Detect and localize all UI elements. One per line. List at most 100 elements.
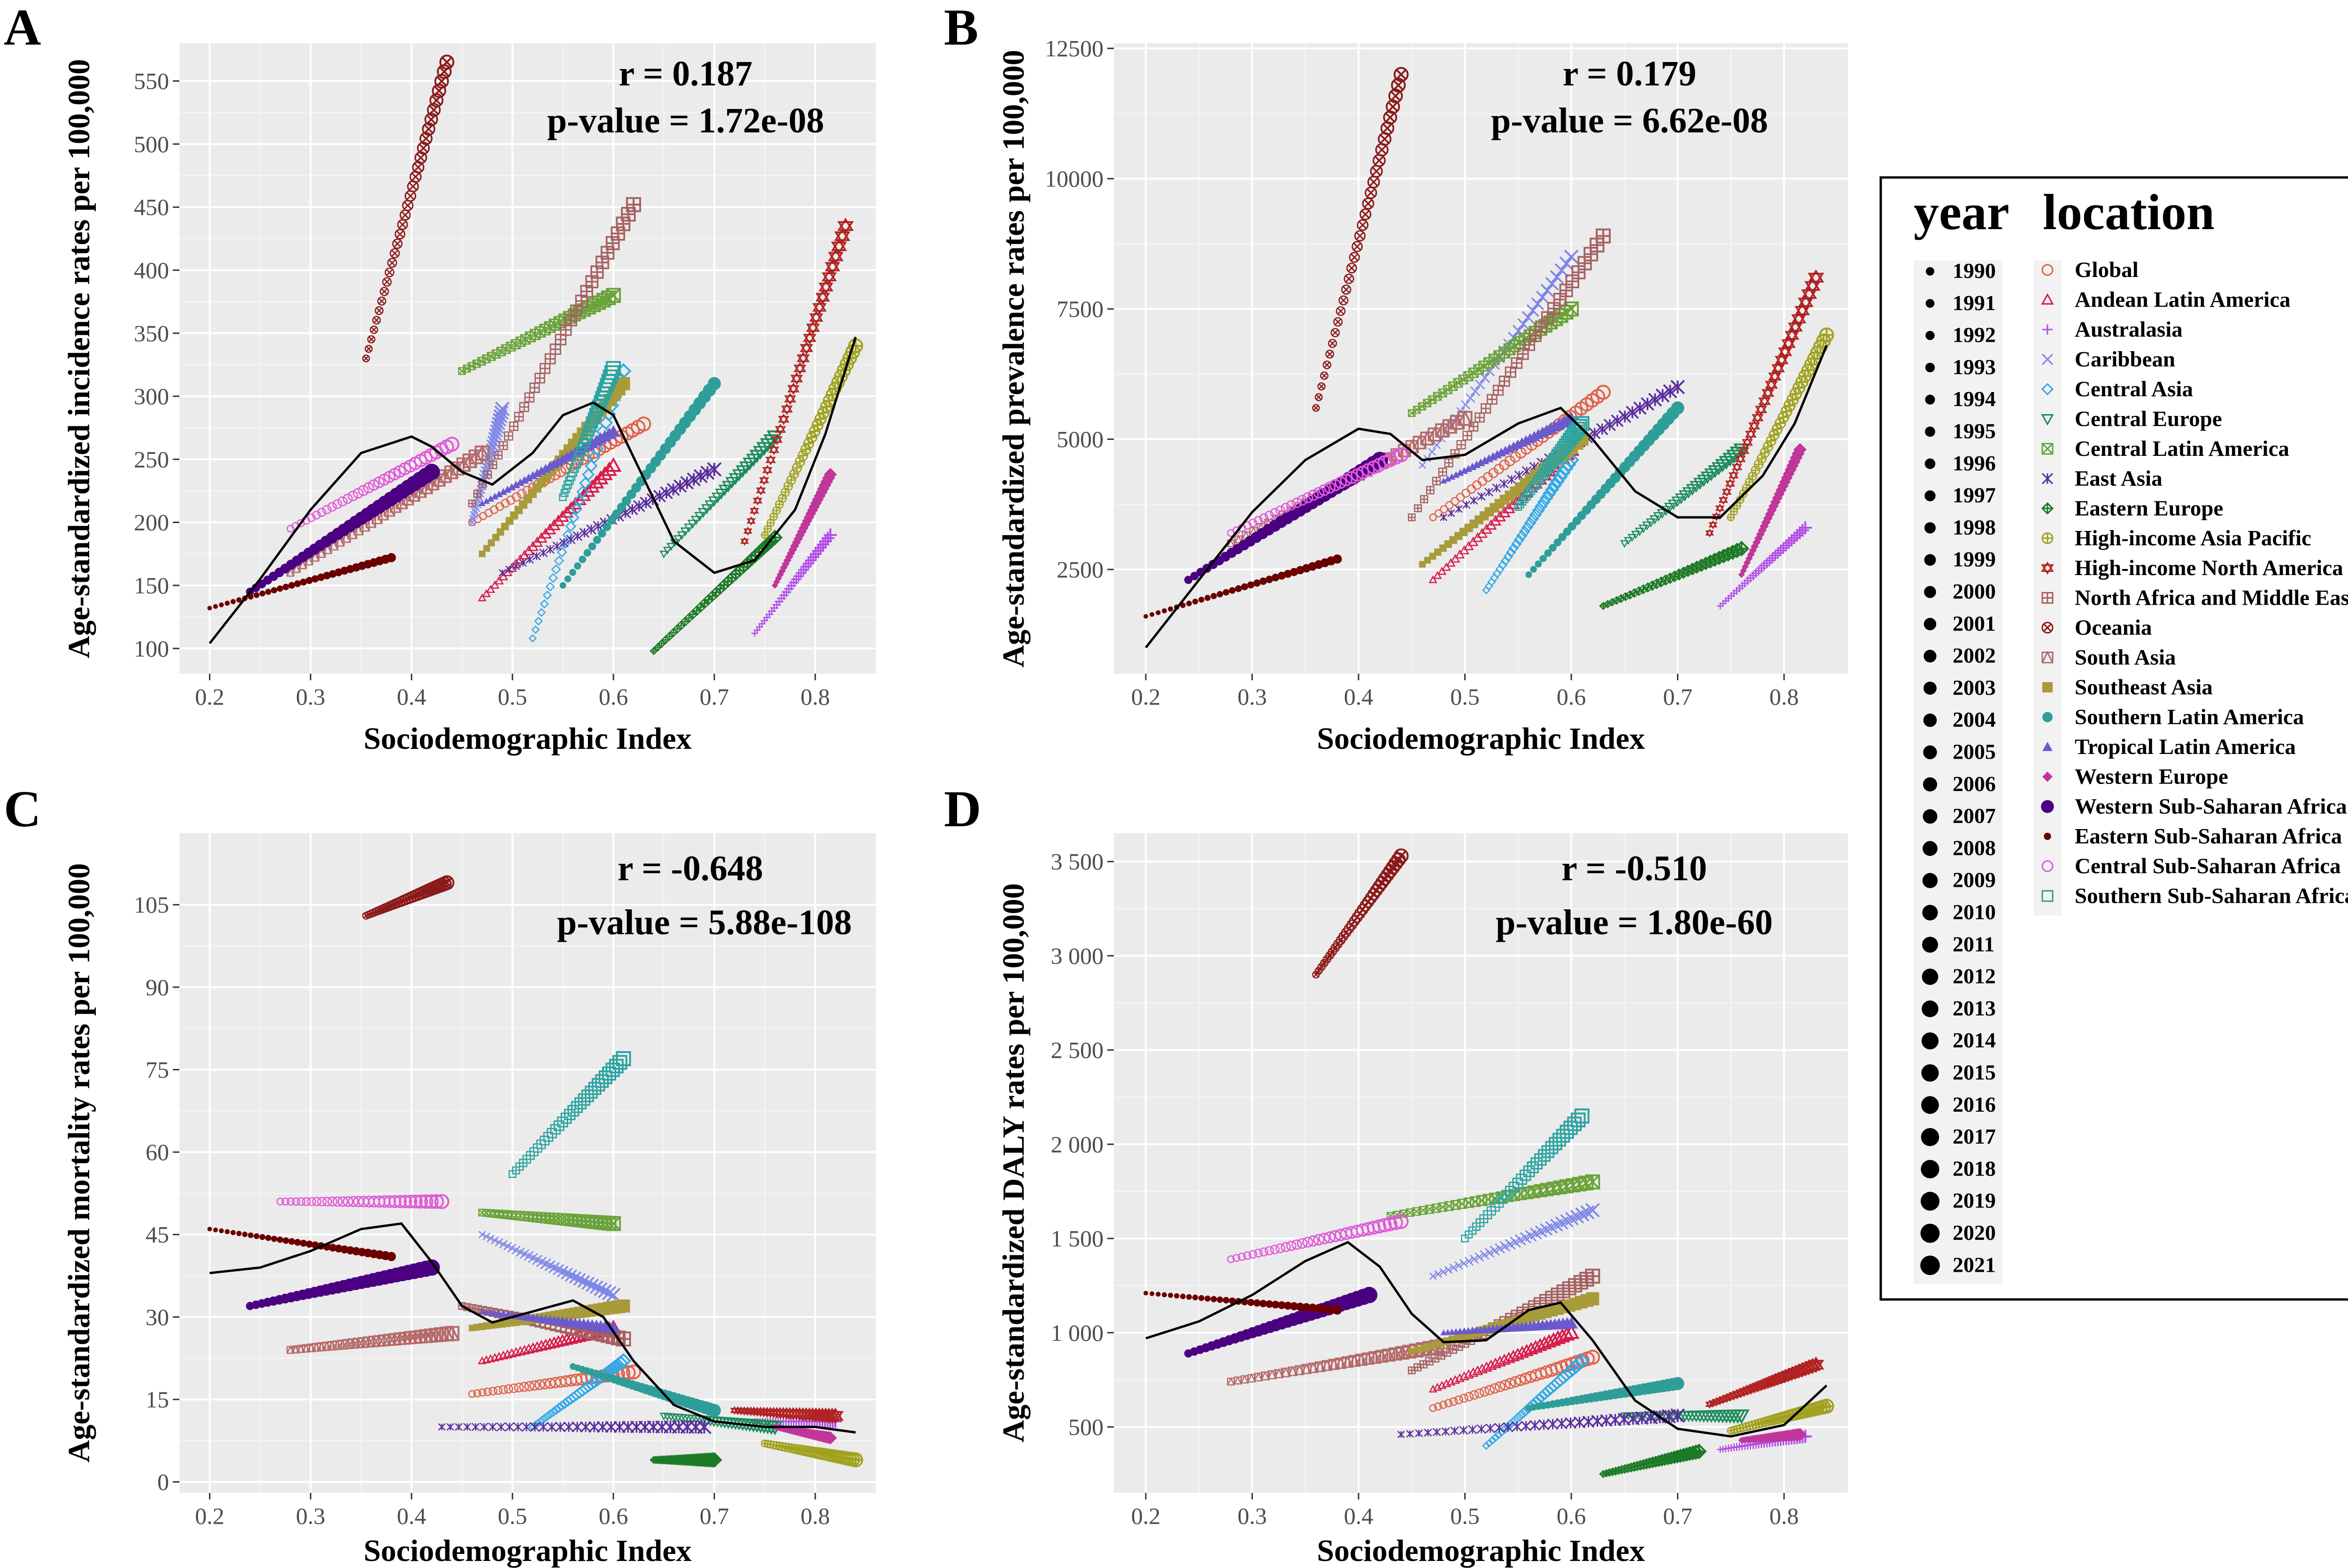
data-point	[513, 1422, 523, 1432]
data-point	[1560, 456, 1576, 472]
data-point	[1550, 474, 1565, 489]
data-point	[806, 431, 818, 443]
series-southern-sub-saharan-africa	[1514, 416, 1590, 511]
data-point	[1731, 461, 1743, 473]
data-point	[382, 277, 392, 287]
legend-location-marker	[2041, 502, 2054, 515]
data-point	[772, 434, 783, 446]
data-point	[581, 1089, 594, 1102]
data-point	[1725, 478, 1735, 489]
y-tick-label: 105	[134, 892, 169, 918]
data-point	[1429, 575, 1437, 584]
data-point	[503, 485, 512, 493]
data-point	[498, 569, 506, 577]
data-point	[224, 1229, 230, 1235]
legend-location-marker	[2042, 742, 2053, 751]
data-point	[1451, 497, 1460, 506]
data-point	[560, 489, 569, 497]
data-point	[607, 516, 616, 525]
data-point	[615, 1353, 632, 1369]
data-point	[1648, 392, 1662, 407]
data-point	[1419, 561, 1426, 568]
data-point	[666, 483, 680, 496]
data-point	[1558, 533, 1567, 541]
data-point	[1618, 410, 1631, 423]
data-point	[424, 1194, 439, 1209]
data-point	[548, 1336, 561, 1348]
data-point	[499, 1240, 508, 1249]
x-tick-label: 0.8	[801, 684, 830, 710]
data-point	[387, 258, 397, 268]
data-point	[800, 444, 811, 455]
data-point	[300, 1239, 307, 1247]
data-point	[1505, 1185, 1516, 1197]
data-point	[536, 466, 547, 475]
data-point	[535, 1340, 548, 1351]
data-point	[404, 190, 417, 202]
data-point	[1442, 562, 1451, 571]
data-point	[524, 1381, 535, 1391]
series-eastern-europe	[1599, 1443, 1707, 1478]
data-point	[482, 1232, 490, 1240]
data-point	[1420, 495, 1429, 504]
data-point	[353, 488, 363, 499]
data-point	[1788, 531, 1801, 544]
data-point	[1620, 540, 1629, 548]
data-point	[834, 228, 850, 245]
data-point	[520, 476, 529, 484]
data-point	[1626, 406, 1639, 419]
data-point	[1514, 534, 1525, 546]
data-point	[1596, 228, 1611, 244]
data-point	[1611, 414, 1624, 427]
panel-b: 0.2 0.3 0.4 0.5 0.6 0.7 0.8 2500 5000 7500 10000 12…	[944, 0, 1848, 756]
data-point	[1464, 1392, 1474, 1401]
data-point	[394, 229, 406, 240]
data-point	[1393, 447, 1409, 462]
data-point	[1535, 560, 1542, 568]
data-point	[1534, 500, 1548, 513]
data-point	[598, 1284, 612, 1299]
legend-location-marker	[2041, 592, 2054, 604]
data-point	[1772, 547, 1784, 559]
data-point	[491, 492, 499, 500]
data-point	[499, 1385, 508, 1394]
data-point	[1481, 1361, 1492, 1372]
data-point	[1765, 378, 1778, 392]
data-point	[1459, 1426, 1468, 1435]
legend-year-label: 2020	[1953, 1221, 1996, 1245]
data-point	[1228, 1297, 1236, 1304]
data-point	[1205, 1295, 1211, 1302]
data-point	[1531, 297, 1545, 310]
data-point	[1528, 1340, 1543, 1353]
legend-year-dot	[1924, 490, 1936, 501]
data-point	[516, 478, 525, 486]
data-point	[1450, 1426, 1459, 1436]
data-point	[1550, 270, 1564, 284]
y-tick-label: 300	[134, 383, 169, 409]
data-point	[581, 1276, 595, 1290]
data-point	[518, 559, 527, 567]
data-point	[582, 468, 595, 481]
data-point	[707, 462, 722, 477]
series-southern-sub-saharan-africa	[559, 361, 621, 501]
series-high-income-north-america	[1705, 1356, 1824, 1409]
data-point	[1307, 1235, 1319, 1247]
data-point	[236, 1230, 242, 1237]
data-point	[1259, 513, 1268, 523]
data-point	[1503, 1422, 1514, 1432]
data-point	[1425, 1343, 1433, 1350]
data-point	[1317, 382, 1326, 391]
legend-location-marker	[2041, 561, 2054, 575]
series-western-europe	[1738, 1428, 1807, 1444]
data-point	[1470, 386, 1480, 396]
x-tick-label: 0.6	[1557, 1503, 1586, 1529]
data-point	[322, 1197, 332, 1207]
data-point	[402, 200, 414, 211]
data-point	[1297, 1238, 1308, 1249]
data-point	[1444, 475, 1452, 482]
data-point	[580, 433, 591, 445]
data-point	[556, 1334, 570, 1346]
series-southern-latin-america	[1525, 1377, 1684, 1412]
legend-location-label: Central Europe	[2075, 407, 2222, 431]
plot-background	[1114, 833, 1848, 1493]
